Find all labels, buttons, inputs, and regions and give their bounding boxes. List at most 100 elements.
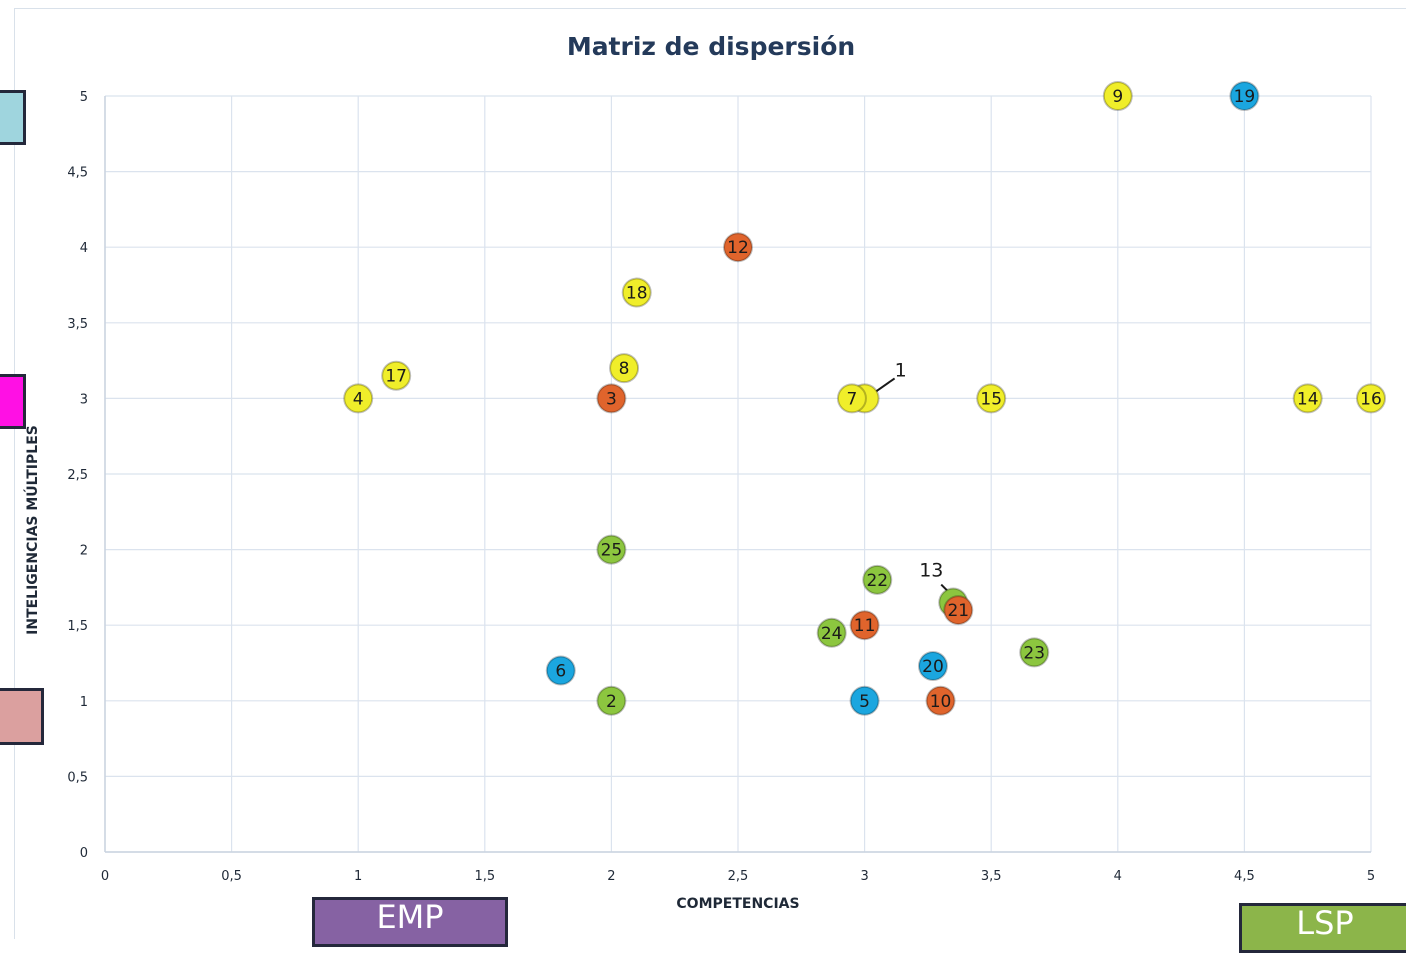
data-point: 24 [816, 617, 847, 648]
data-point: 9 [1102, 81, 1133, 111]
point-label: 3 [606, 389, 617, 409]
data-point: 16 [1356, 383, 1386, 414]
x-tick-label: 5 [1367, 869, 1375, 884]
data-point: 4 [343, 383, 374, 414]
data-point: 17 [381, 360, 412, 391]
x-tick-label: 2 [607, 869, 615, 884]
point-label: 24 [821, 624, 843, 644]
point-label: 23 [1023, 643, 1045, 663]
x-tick-label: 2,5 [728, 869, 749, 884]
cyan-swatch [0, 90, 26, 145]
data-point: 2 [596, 685, 627, 716]
point-marker [943, 595, 974, 626]
emp-tag: EMP [312, 897, 508, 947]
grid [104, 95, 1372, 853]
data-point: 25 [596, 534, 627, 565]
point-marker [1356, 383, 1386, 414]
y-tick-label: 2,5 [67, 468, 88, 483]
data-point: 14 [1292, 383, 1323, 414]
data-point: 15 [976, 383, 1007, 414]
x-tick-label: 0,5 [221, 869, 242, 884]
point-marker [849, 685, 880, 716]
rose-swatch [0, 688, 44, 745]
y-tick-label: 3 [80, 392, 88, 407]
point-label: 6 [555, 662, 566, 682]
x-axis-label: COMPETENCIAS [676, 896, 799, 912]
x-tick-label: 0 [101, 869, 109, 884]
y-tick-label: 0,5 [67, 770, 88, 785]
y-tick-label: 3,5 [67, 317, 88, 332]
point-label: 4 [353, 389, 364, 409]
point-marker [1229, 81, 1260, 111]
chart-title: Matriz de dispersión [567, 32, 855, 61]
point-marker [917, 651, 948, 682]
point-marker [836, 383, 867, 414]
point-label: 11 [854, 616, 876, 636]
callouts: 1 13 [874, 359, 950, 594]
x-tick-label: 3 [860, 869, 868, 884]
point-label: 9 [1112, 87, 1123, 107]
lsp-tag: LSP [1239, 903, 1406, 953]
callout-label: 1 [895, 359, 907, 381]
x-tick-label: 1,5 [474, 869, 495, 884]
point-label: 20 [922, 657, 944, 677]
point-marker [976, 383, 1007, 414]
data-point: 10 [925, 685, 956, 716]
point-label: 8 [619, 359, 630, 379]
point-marker [596, 685, 627, 716]
data-point: 18 [621, 277, 652, 308]
data-point: 8 [609, 353, 640, 384]
point-label: 7 [847, 389, 858, 409]
point-marker [381, 360, 412, 391]
point-label: 21 [947, 601, 969, 621]
tick-labels: 0 0,5 1 1,5 2 2,5 3 3,5 4 4,5 5 0 0,5 1 1,5 2 2,5 3 3,5 4 4,… [67, 90, 1375, 884]
y-tick-label: 1 [80, 695, 88, 710]
data-point: 7 [836, 383, 867, 414]
x-tick-label: 1 [354, 869, 362, 884]
point-label: 16 [1360, 389, 1382, 409]
data-point: 22 [862, 564, 893, 595]
point-marker [816, 617, 847, 648]
point-marker [343, 383, 374, 414]
point-marker [609, 353, 640, 384]
point-marker [1292, 383, 1323, 414]
y-tick-label: 1,5 [67, 619, 88, 634]
data-point: 12 [723, 232, 753, 263]
y-tick-label: 2 [80, 544, 88, 559]
point-label: 10 [930, 692, 952, 712]
y-tick-label: 4,5 [67, 166, 88, 181]
point-label: 2 [606, 692, 617, 712]
x-tick-label: 4,5 [1234, 869, 1255, 884]
data-point: 6 [545, 655, 576, 686]
point-marker [621, 277, 652, 308]
point-label: 19 [1234, 87, 1256, 107]
magenta-swatch [0, 374, 26, 429]
point-marker [849, 610, 880, 641]
point-marker [1019, 637, 1050, 668]
point-label: 25 [601, 541, 623, 561]
x-tick-label: 4 [1114, 869, 1122, 884]
point-label: 12 [727, 238, 749, 258]
point-label: 15 [980, 389, 1002, 409]
x-tick-label: 3,5 [981, 869, 1002, 884]
data-point: 20 [917, 651, 948, 682]
callout-line [874, 377, 896, 394]
data-point: 5 [849, 685, 880, 716]
point-label: 14 [1297, 389, 1319, 409]
scatter-chart: Matriz de dispersión 0 0,5 1 1,5 2 2,5 3 3,5 4 4,… [23, 32, 1386, 912]
point-marker [545, 655, 576, 686]
point-marker [596, 534, 627, 565]
y-tick-label: 5 [80, 90, 88, 105]
data-point: 11 [849, 610, 880, 641]
data-point: 19 [1229, 81, 1260, 111]
point-marker [1102, 81, 1133, 111]
point-marker [925, 685, 956, 716]
callout-label: 13 [919, 560, 943, 582]
point-label: 17 [385, 367, 407, 387]
y-axis-label: INTELIGENCIAS MÚLTIPLES [23, 425, 41, 635]
point-marker [723, 232, 753, 263]
point-marker [862, 564, 893, 595]
data-point: 21 [943, 595, 974, 626]
point-label: 22 [866, 571, 888, 591]
